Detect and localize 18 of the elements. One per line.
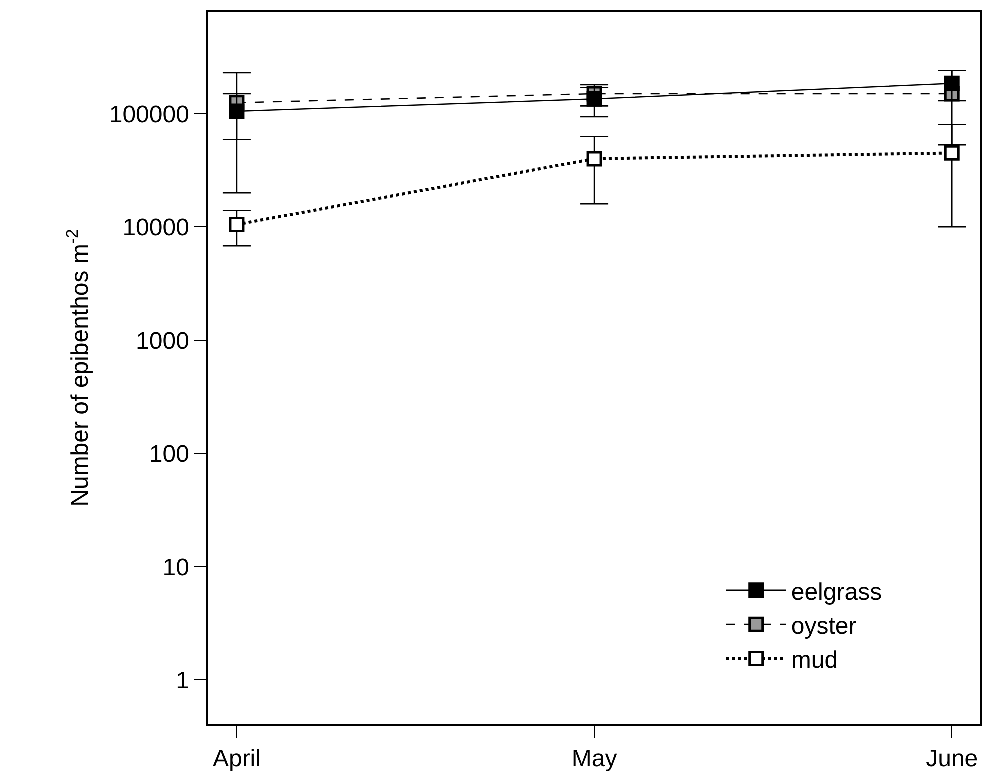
point — [944, 145, 960, 161]
x-tick-label: June — [926, 746, 978, 773]
point — [229, 217, 245, 232]
legend-label: oyster — [791, 612, 857, 640]
y-tick-label: 100 — [149, 441, 190, 468]
legend-label: mud — [791, 647, 838, 674]
x-tick-label: April — [212, 746, 261, 773]
y-tick-label: 10000 — [122, 214, 190, 242]
point — [586, 151, 602, 167]
point — [586, 91, 602, 107]
y-tick-label: 1 — [176, 668, 190, 695]
legend-label: eelgrass — [791, 578, 882, 606]
y-tick-label: 1000 — [136, 328, 190, 355]
point — [229, 104, 245, 120]
point — [944, 76, 960, 92]
x-tick-label: May — [572, 746, 618, 773]
y-tick-label: 100000 — [109, 101, 190, 128]
y-tick-label: 10 — [162, 554, 190, 582]
